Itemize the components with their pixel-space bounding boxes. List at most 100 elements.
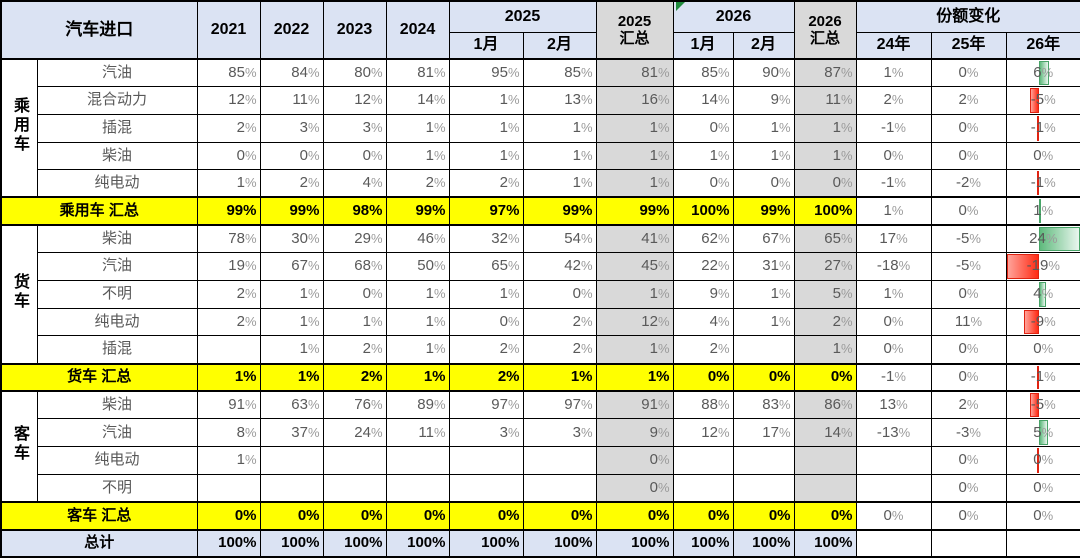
value-cell: 85% bbox=[196, 58, 261, 88]
cell-value: 2% bbox=[832, 312, 853, 330]
fuel-type-label: 汽油 bbox=[36, 418, 198, 448]
value-cell: 12% bbox=[595, 307, 674, 337]
vehicle-group-label: 乘用车 bbox=[0, 58, 38, 198]
value-cell: 0% bbox=[930, 141, 1007, 171]
cell-value: 1% bbox=[649, 174, 670, 192]
cell-value: 1% bbox=[570, 368, 593, 386]
cell-value: 0% bbox=[362, 285, 383, 303]
value-cell: 14% bbox=[672, 86, 734, 115]
cell-value: 1% bbox=[425, 285, 446, 303]
cell-value: 2% bbox=[299, 174, 320, 192]
positive-databar bbox=[1038, 282, 1046, 307]
value-cell: 4% bbox=[322, 169, 387, 198]
cell-value: 2% bbox=[958, 91, 979, 109]
value-cell: 0% bbox=[259, 501, 324, 531]
cell-value: 5% bbox=[832, 285, 853, 303]
grand-total-label: 总计 bbox=[0, 529, 198, 558]
value-cell: 1% bbox=[732, 113, 795, 143]
value-cell bbox=[522, 446, 597, 475]
value-cell: 99% bbox=[196, 196, 261, 227]
table-row: 插混 2% 3% 3% 1% 1% 1% 1% 0% 1% 1% -1% 0% -1% bbox=[1, 113, 1080, 143]
value-cell: 1% bbox=[522, 362, 597, 393]
cell-value: 2% bbox=[362, 340, 383, 358]
cell-value: 100% bbox=[814, 202, 853, 220]
value-cell: 14% bbox=[385, 86, 450, 115]
value-cell: 0% bbox=[930, 335, 1007, 365]
value-cell: 100% bbox=[385, 529, 450, 558]
table-row: 不明 0% 0% 0% bbox=[1, 473, 1080, 503]
share-change-26-cell: 1% bbox=[1005, 196, 1080, 227]
negative-databar bbox=[1030, 393, 1039, 418]
value-cell: 100% bbox=[196, 529, 261, 558]
value-cell: 0% bbox=[322, 501, 387, 531]
value-cell: 0% bbox=[522, 280, 597, 309]
cell-value: 1% bbox=[883, 285, 904, 303]
share-change-26-cell: 0% bbox=[1005, 141, 1080, 171]
cell-value: 100% bbox=[407, 534, 446, 552]
value-cell: 1% bbox=[385, 113, 450, 143]
value-cell: 17% bbox=[732, 418, 795, 448]
grand-total-row: 总计 100% 100% 100% 100% 100% 100% 100% 100% 100% 10… bbox=[0, 529, 1080, 558]
cell-value: 17% bbox=[879, 229, 908, 247]
cell-value: 63% bbox=[291, 396, 320, 414]
value-cell: 13% bbox=[522, 86, 597, 115]
value-cell: 29% bbox=[322, 224, 387, 254]
value-cell bbox=[732, 473, 795, 503]
value-cell: -2% bbox=[930, 169, 1007, 198]
cell-value: 0% bbox=[297, 506, 320, 524]
cell-value: 1% bbox=[647, 368, 670, 386]
header-row-2: 1月 2月 1月 2月 24年 25年 26年 bbox=[1, 31, 1080, 60]
col-header-2026: 2026 bbox=[672, 0, 795, 33]
value-cell bbox=[930, 529, 1007, 558]
table-row: 货车 柴油 78% 30% 29% 46% 32% 54% 41% 62% 67% 65% 17% -5%… bbox=[0, 224, 1080, 365]
cell-value: 13% bbox=[564, 91, 593, 109]
value-cell: 1% bbox=[448, 113, 524, 143]
fuel-type-label: 柴油 bbox=[36, 224, 198, 254]
cell-value: 76% bbox=[354, 396, 383, 414]
col-header-2021: 2021 bbox=[196, 0, 261, 60]
cell-value: 99% bbox=[562, 202, 593, 220]
value-cell: 90% bbox=[732, 58, 795, 88]
cell-value: 0% bbox=[883, 340, 904, 358]
cell-value: 0% bbox=[647, 506, 670, 524]
value-cell: 27% bbox=[793, 252, 857, 281]
value-cell: 85% bbox=[672, 58, 734, 88]
value-cell: 0% bbox=[855, 501, 932, 531]
value-cell: 41% bbox=[595, 224, 674, 254]
positive-databar bbox=[1038, 227, 1080, 252]
cell-value: 1% bbox=[572, 174, 593, 192]
table-row: 柴油 0% 0% 0% 1% 1% 1% 1% 1% 1% 1% 0% 0% 0% bbox=[1, 141, 1080, 171]
cell-value: 85% bbox=[228, 63, 257, 81]
value-cell: 0% bbox=[930, 362, 1007, 393]
value-cell: -1% bbox=[855, 362, 932, 393]
value-cell: 9% bbox=[672, 280, 734, 309]
value-cell: 0% bbox=[595, 473, 674, 503]
value-cell: 0% bbox=[672, 113, 734, 143]
value-cell: 100% bbox=[793, 529, 857, 558]
value-cell: 11% bbox=[259, 86, 324, 115]
cell-value: 5% bbox=[1033, 423, 1054, 441]
cell-value: 9% bbox=[770, 91, 791, 109]
value-cell: 9% bbox=[732, 86, 795, 115]
cell-value: 2% bbox=[499, 340, 520, 358]
fuel-type-label: 不明 bbox=[36, 280, 198, 309]
cell-value: 1% bbox=[299, 285, 320, 303]
share-change-26-cell: 5% bbox=[1005, 418, 1080, 448]
share-change-26-cell: -1% bbox=[1005, 362, 1080, 393]
value-cell: 67% bbox=[259, 252, 324, 281]
fuel-type-label: 纯电动 bbox=[36, 446, 198, 475]
cell-value: 81% bbox=[641, 63, 670, 81]
value-cell: 0% bbox=[672, 501, 734, 531]
fuel-type-label: 汽油 bbox=[36, 252, 198, 281]
value-cell: 1% bbox=[793, 335, 857, 365]
table-row: 不明 2% 1% 0% 1% 1% 0% 1% 9% 1% 5% 1% 0% 4% bbox=[1, 280, 1080, 309]
value-cell bbox=[322, 473, 387, 503]
cell-value: 0% bbox=[1033, 340, 1054, 358]
value-cell: 0% bbox=[595, 501, 674, 531]
value-cell: 2% bbox=[322, 362, 387, 393]
share-change-26-cell: -1% bbox=[1005, 169, 1080, 198]
value-cell: 1% bbox=[522, 169, 597, 198]
cell-value: -9% bbox=[1030, 312, 1056, 330]
value-cell: 81% bbox=[385, 58, 450, 88]
